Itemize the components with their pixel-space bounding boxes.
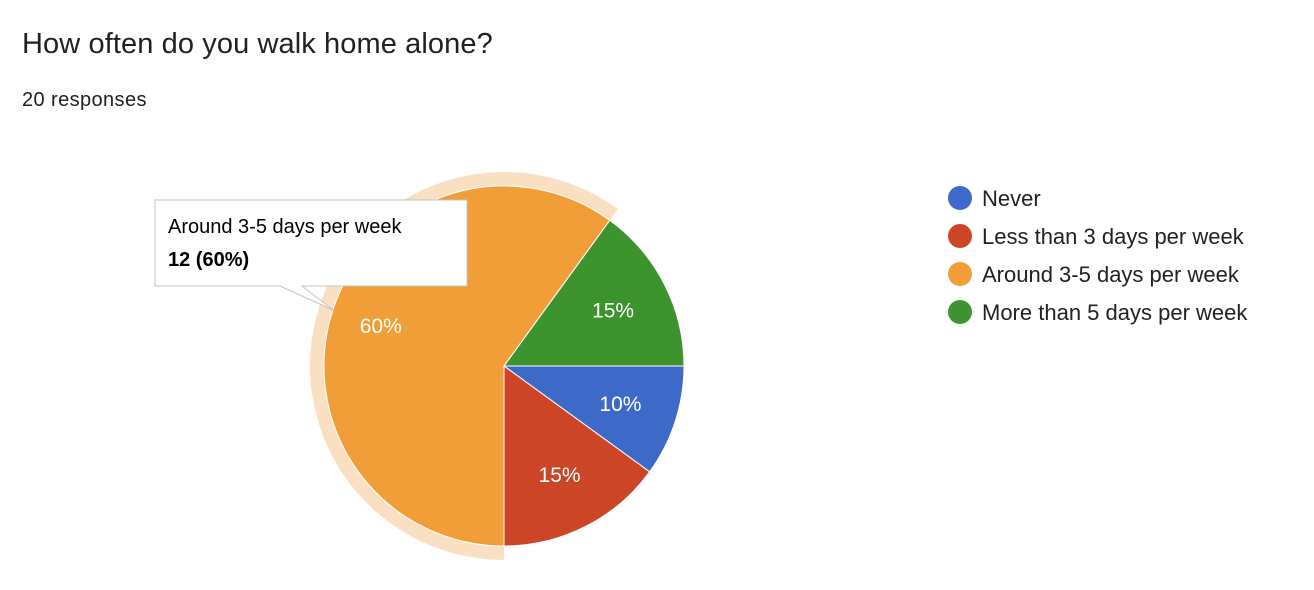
slice-label: 15%: [539, 464, 581, 487]
legend-item[interactable]: Around 3-5 days per week: [948, 262, 1240, 287]
legend-label: Around 3-5 days per week: [982, 262, 1240, 287]
pie-slice-never[interactable]: [502, 365, 685, 473]
pie-slice-more-than-5-days-per-week[interactable]: [503, 219, 685, 367]
legend-label: Less than 3 days per week: [982, 224, 1245, 249]
legend-swatch: [948, 186, 972, 210]
legend-label: Never: [982, 186, 1041, 211]
pie-slice-less-than-3-days-per-week[interactable]: [503, 365, 651, 547]
legend-item[interactable]: Less than 3 days per week: [948, 224, 1245, 249]
page-title: How often do you walk home alone?: [22, 28, 493, 60]
legend-label: More than 5 days per week: [982, 300, 1248, 325]
slice-label: 10%: [599, 393, 641, 416]
slice-label: 60%: [360, 315, 402, 338]
legend-item[interactable]: More than 5 days per week: [948, 300, 1248, 325]
response-count: 20 responses: [22, 89, 147, 111]
chart-legend: Never Less than 3 days per week Around 3-5…: [948, 186, 1248, 325]
legend-item[interactable]: Never: [948, 186, 1041, 211]
tooltip-label: Around 3-5 days per week: [168, 216, 402, 238]
tooltip-value: 12 (60%): [168, 249, 249, 271]
legend-swatch: [948, 300, 972, 324]
legend-swatch: [948, 262, 972, 286]
legend-swatch: [948, 224, 972, 248]
slice-label: 15%: [592, 299, 634, 322]
chart-tooltip: Around 3-5 days per week 12 (60%): [154, 199, 468, 311]
tooltip-box: [154, 199, 468, 311]
